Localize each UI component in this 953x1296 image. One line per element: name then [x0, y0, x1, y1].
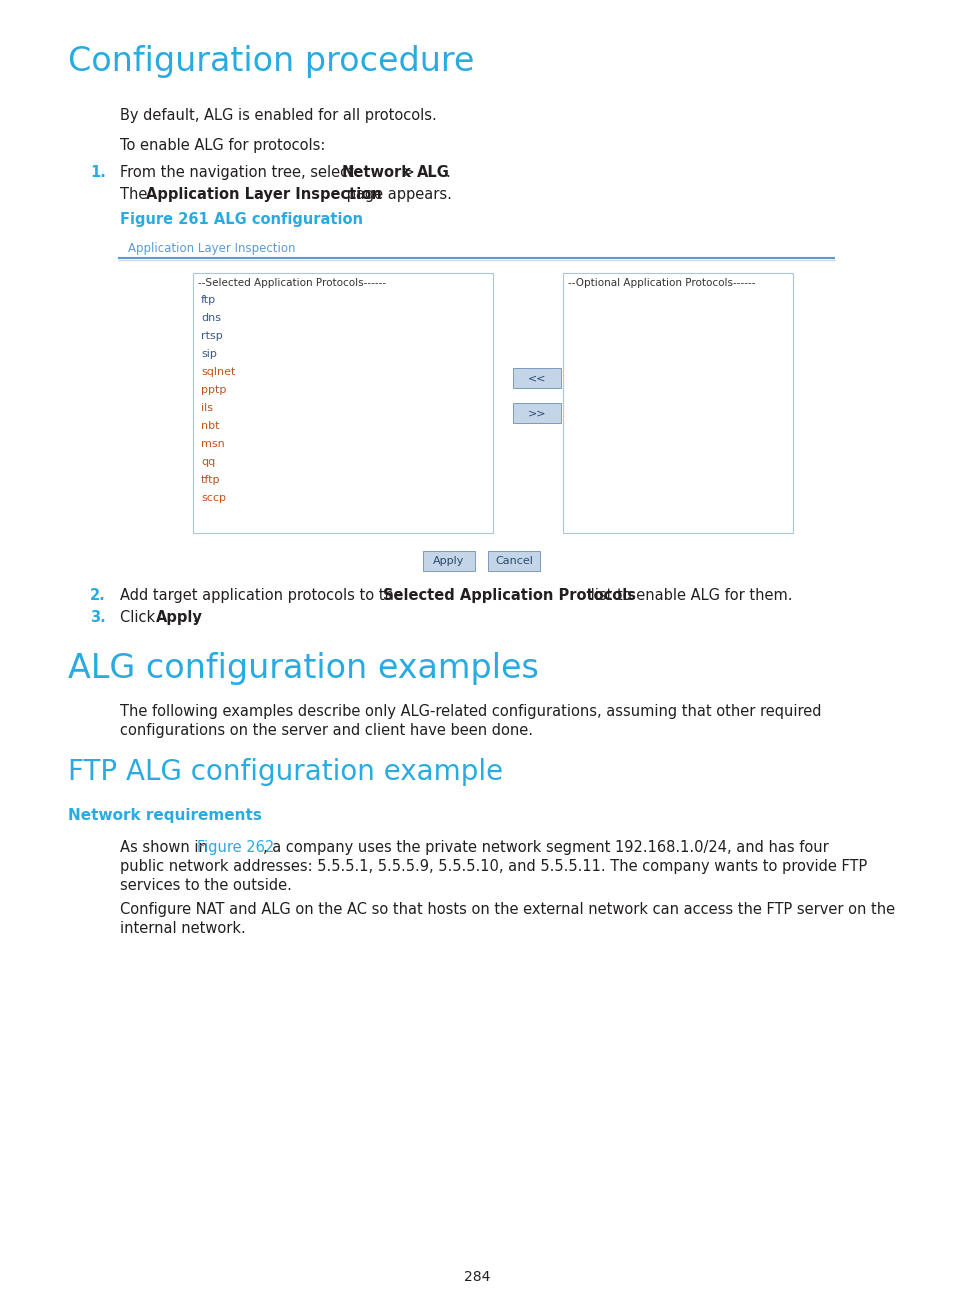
Text: sccp: sccp	[201, 492, 226, 503]
Text: services to the outside.: services to the outside.	[120, 877, 292, 893]
Text: public network addresses: 5.5.5.1, 5.5.5.9, 5.5.5.10, and 5.5.5.11. The company : public network addresses: 5.5.5.1, 5.5.5…	[120, 859, 866, 874]
Text: --Selected Application Protocols------: --Selected Application Protocols------	[198, 279, 386, 288]
Text: Application Layer Inspection: Application Layer Inspection	[146, 187, 381, 202]
Text: <<: <<	[527, 373, 546, 384]
Text: Configuration procedure: Configuration procedure	[68, 45, 474, 78]
Text: Add target application protocols to the: Add target application protocols to the	[120, 588, 407, 603]
Text: internal network.: internal network.	[120, 921, 246, 936]
Text: Configure NAT and ALG on the AC so that hosts on the external network can access: Configure NAT and ALG on the AC so that …	[120, 902, 894, 918]
Text: Selected Application Protocols: Selected Application Protocols	[382, 588, 636, 603]
Text: 284: 284	[463, 1270, 490, 1284]
Text: ils: ils	[201, 403, 213, 413]
Text: Click: Click	[120, 610, 159, 625]
Text: The following examples describe only ALG-related configurations, assuming that o: The following examples describe only ALG…	[120, 704, 821, 719]
Text: Cancel: Cancel	[495, 556, 533, 566]
Text: sip: sip	[201, 349, 216, 359]
Bar	[488, 551, 539, 572]
Bar	[193, 273, 493, 533]
Text: Figure 262: Figure 262	[196, 840, 274, 855]
Text: , a company uses the private network segment 192.168.1.0/24, and has four: , a company uses the private network seg…	[263, 840, 828, 855]
Text: ALG configuration examples: ALG configuration examples	[68, 652, 538, 686]
Text: tftp: tftp	[201, 476, 220, 485]
Text: As shown in: As shown in	[120, 840, 213, 855]
Text: Apply: Apply	[433, 556, 464, 566]
Text: To enable ALG for protocols:: To enable ALG for protocols:	[120, 137, 325, 153]
Text: dns: dns	[201, 314, 221, 323]
Text: 3.: 3.	[90, 610, 106, 625]
Text: --Optional Application Protocols------: --Optional Application Protocols------	[567, 279, 755, 288]
Text: >>: >>	[527, 408, 546, 419]
Bar	[562, 273, 792, 533]
Text: The: The	[120, 187, 152, 202]
Text: configurations on the server and client have been done.: configurations on the server and client …	[120, 723, 533, 737]
Text: .: .	[444, 165, 449, 180]
Text: Figure 261 ALG configuration: Figure 261 ALG configuration	[120, 213, 363, 227]
Text: FTP ALG configuration example: FTP ALG configuration example	[68, 758, 502, 785]
Text: page appears.: page appears.	[341, 187, 452, 202]
Text: pptp: pptp	[201, 385, 226, 395]
Bar	[422, 551, 475, 572]
Text: msn: msn	[201, 439, 225, 448]
Text: Application Layer Inspection: Application Layer Inspection	[128, 242, 295, 255]
Text: ALG: ALG	[416, 165, 450, 180]
Text: .: .	[192, 610, 196, 625]
Text: From the navigation tree, select: From the navigation tree, select	[120, 165, 358, 180]
Text: ftp: ftp	[201, 295, 216, 305]
Text: Apply: Apply	[156, 610, 203, 625]
Text: By default, ALG is enabled for all protocols.: By default, ALG is enabled for all proto…	[120, 108, 436, 123]
Text: qq: qq	[201, 457, 215, 467]
Bar	[513, 403, 560, 422]
Text: Network requirements: Network requirements	[68, 807, 262, 823]
Text: list to enable ALG for them.: list to enable ALG for them.	[585, 588, 792, 603]
Text: rtsp: rtsp	[201, 330, 222, 341]
Text: nbt: nbt	[201, 421, 219, 432]
Text: Network: Network	[341, 165, 412, 180]
Text: >: >	[397, 165, 419, 180]
Text: 2.: 2.	[90, 588, 106, 603]
Bar	[513, 368, 560, 388]
Text: sqlnet: sqlnet	[201, 367, 235, 377]
Text: 1.: 1.	[90, 165, 106, 180]
